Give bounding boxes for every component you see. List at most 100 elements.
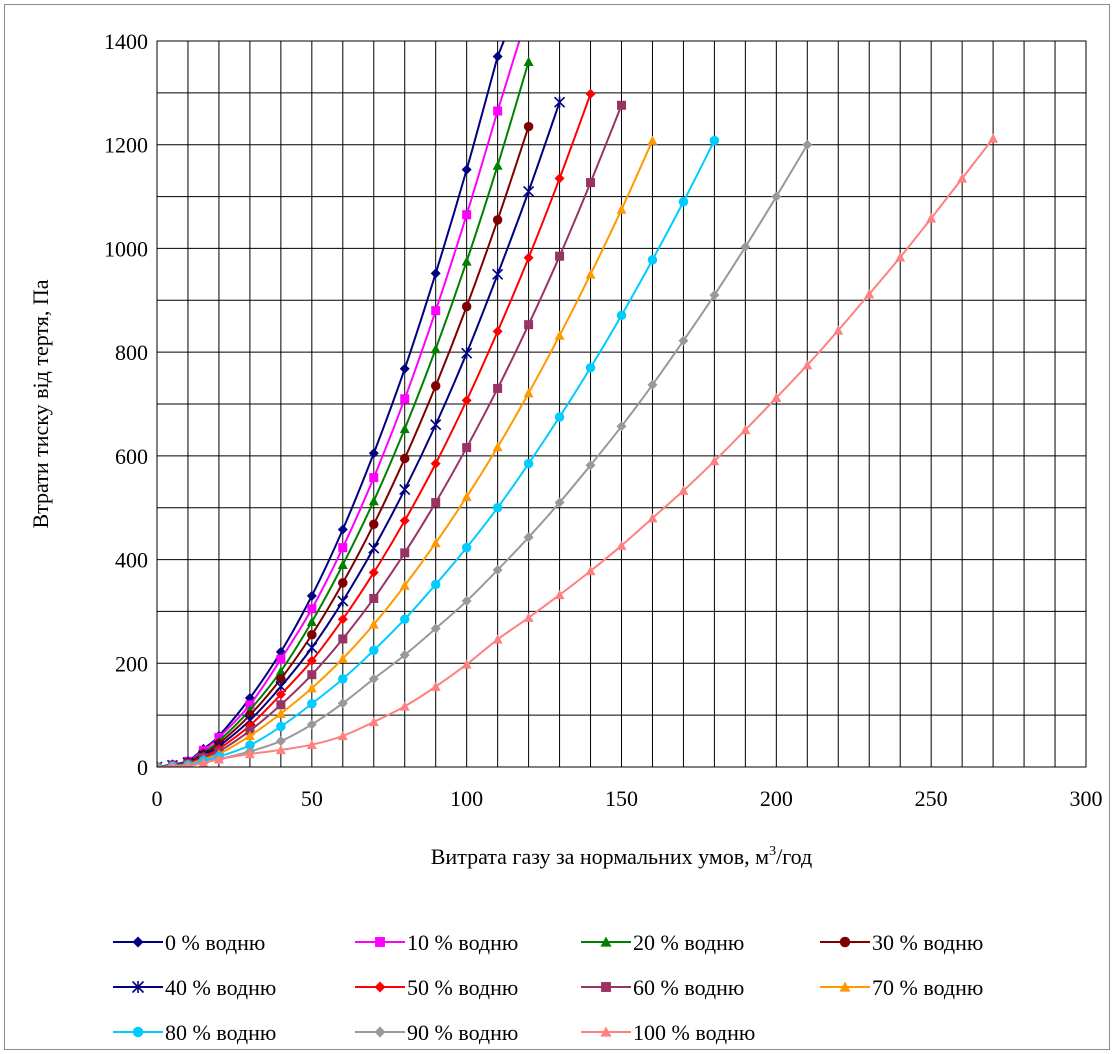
data-point-marker xyxy=(461,596,472,607)
data-point-marker xyxy=(740,241,751,252)
y-tick-label: 400 xyxy=(115,548,148,573)
data-point-marker xyxy=(554,412,565,422)
data-point-marker xyxy=(275,708,286,718)
y-axis-title: Втрати тиску від тертя, Па xyxy=(28,279,53,528)
y-tick-label: 800 xyxy=(115,340,148,365)
series-1 xyxy=(157,106,503,767)
data-point-marker xyxy=(554,330,565,340)
data-point-marker xyxy=(616,421,627,432)
legend-item: 50 % водню xyxy=(355,975,518,1000)
data-point-marker xyxy=(492,502,503,513)
data-point-marker xyxy=(616,310,627,321)
data-point-marker xyxy=(523,612,534,622)
series-6 xyxy=(157,100,626,767)
series-line xyxy=(157,101,561,767)
data-point-marker xyxy=(131,980,145,994)
data-point-marker xyxy=(523,252,534,263)
data-point-marker xyxy=(957,173,968,183)
data-point-marker xyxy=(368,673,379,684)
data-point-marker xyxy=(338,634,348,644)
data-point-marker xyxy=(430,623,441,634)
data-point-marker xyxy=(585,565,596,576)
legend: 0 % водню 10 % водню 20 % водню 30 % водню 4… xyxy=(113,930,983,1045)
data-point-marker xyxy=(307,630,317,640)
data-point-marker xyxy=(338,578,348,588)
data-point-marker xyxy=(864,289,875,299)
data-point-marker xyxy=(307,670,317,680)
data-point-marker xyxy=(276,674,286,684)
legend-item: 100 % водню xyxy=(581,1020,755,1045)
data-point-marker xyxy=(399,483,411,496)
y-tick-label: 1400 xyxy=(104,29,148,54)
series-0 xyxy=(157,51,503,767)
data-point-marker xyxy=(430,381,441,391)
data-point-marker xyxy=(245,740,255,750)
data-point-marker xyxy=(306,642,318,654)
data-point-marker xyxy=(709,135,720,146)
data-point-marker xyxy=(306,739,317,749)
data-point-marker xyxy=(585,88,596,99)
data-point-marker xyxy=(306,655,317,666)
data-point-marker xyxy=(430,579,441,590)
data-point-marker xyxy=(461,395,472,406)
plot-area-border xyxy=(156,40,1087,768)
data-point-marker xyxy=(399,453,410,464)
data-point-marker xyxy=(461,164,472,175)
data-point-marker xyxy=(368,567,379,578)
data-point-marker xyxy=(523,56,534,66)
x-tick-label: 150 xyxy=(605,786,638,811)
y-tick-label: 1200 xyxy=(104,133,148,158)
data-point-marker xyxy=(616,540,627,550)
data-point-marker xyxy=(492,215,503,225)
legend-item: 90 % водню xyxy=(355,1020,518,1045)
data-point-marker xyxy=(585,362,596,373)
series-line-extension xyxy=(496,41,521,112)
data-point-marker xyxy=(802,139,813,150)
data-point-marker xyxy=(523,458,534,469)
data-point-marker xyxy=(462,443,472,453)
data-point-marker xyxy=(895,252,906,262)
x-tick-label: 0 xyxy=(152,786,163,811)
data-point-marker xyxy=(709,290,720,301)
data-point-marker xyxy=(647,513,658,523)
legend-label: 100 % водню xyxy=(633,1020,755,1045)
y-tick-label: 0 xyxy=(137,755,148,780)
data-point-marker xyxy=(492,634,503,644)
data-point-marker xyxy=(275,666,286,676)
x-axis-title: Витрата газу за нормальних умов, м3/год xyxy=(431,844,812,869)
data-point-marker xyxy=(337,595,349,607)
data-point-marker xyxy=(399,515,410,526)
x-axis-title-sup: 3 xyxy=(769,844,776,859)
x-tick-label: 200 xyxy=(760,786,793,811)
data-point-marker xyxy=(399,649,410,660)
data-point-marker xyxy=(493,383,503,393)
data-point-marker xyxy=(157,762,160,767)
data-point-marker xyxy=(337,698,348,709)
data-point-marker xyxy=(601,982,611,992)
data-point-marker xyxy=(276,721,286,732)
data-point-marker xyxy=(492,442,503,452)
data-point-marker xyxy=(245,726,255,736)
data-point-marker xyxy=(462,210,472,220)
x-axis-title-main: Витрата газу за нормальних умов, м xyxy=(431,844,769,869)
data-point-marker xyxy=(554,96,566,108)
data-point-marker xyxy=(306,590,317,601)
data-point-marker xyxy=(399,580,410,590)
data-point-marker xyxy=(399,363,410,374)
data-point-marker xyxy=(276,700,286,710)
series-4 xyxy=(157,96,566,767)
data-point-marker xyxy=(337,730,348,741)
data-point-marker xyxy=(369,593,379,603)
data-point-marker xyxy=(430,268,441,279)
data-point-marker xyxy=(369,645,379,656)
data-point-marker xyxy=(709,456,720,466)
legend-label: 50 % водню xyxy=(407,975,518,1000)
data-point-marker xyxy=(399,701,410,711)
data-point-marker xyxy=(585,269,596,279)
series-layer xyxy=(157,41,999,767)
data-point-marker xyxy=(461,542,472,553)
series-10 xyxy=(157,133,999,767)
data-point-marker xyxy=(647,379,658,390)
data-point-marker xyxy=(430,344,441,354)
